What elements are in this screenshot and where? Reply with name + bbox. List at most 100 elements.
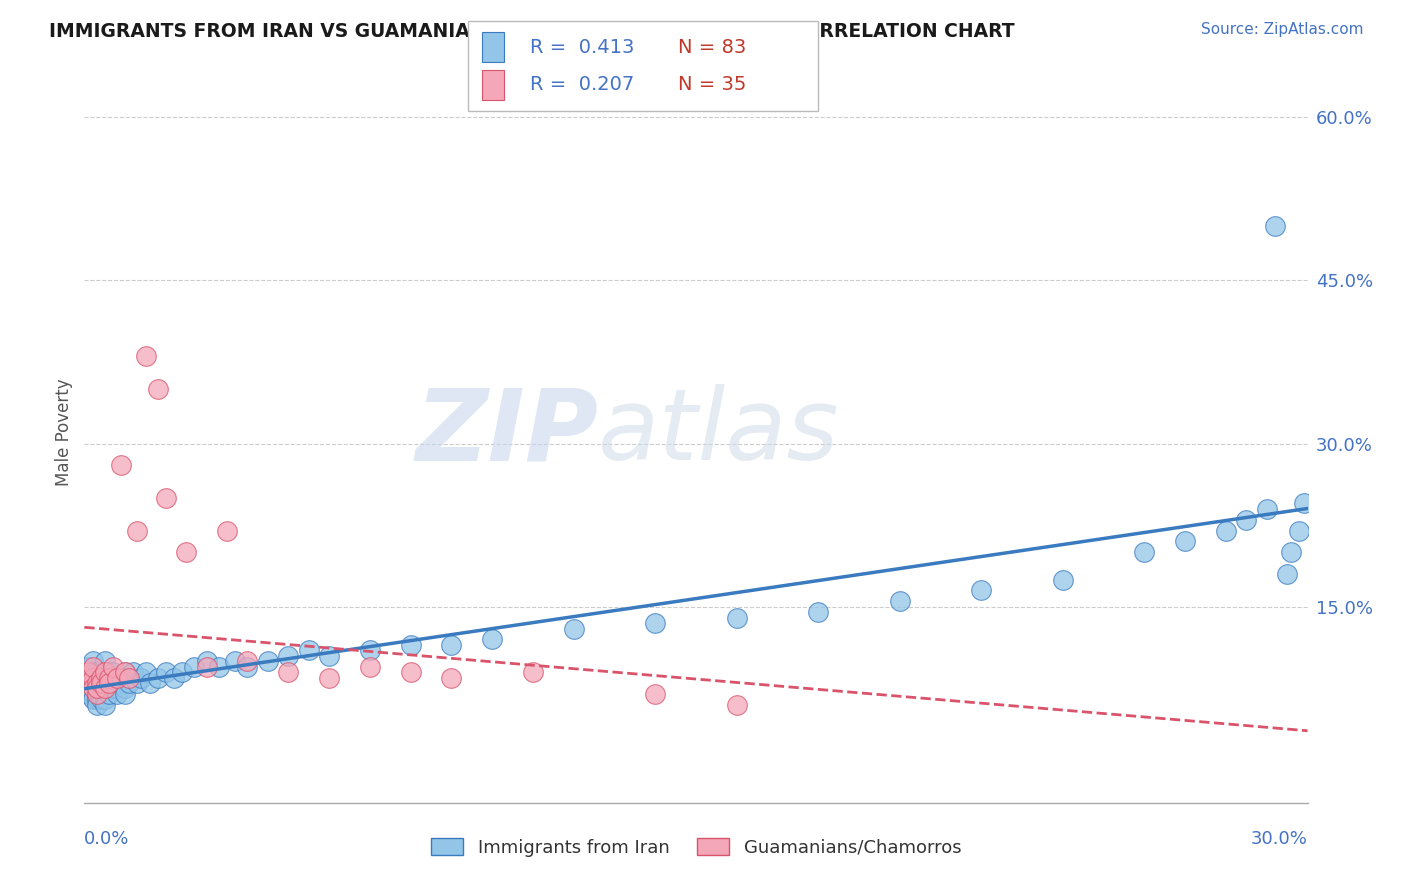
Point [90, 671, 112, 685]
Text: R =  0.413: R = 0.413 [530, 37, 634, 57]
Point [90, 687, 112, 701]
Point [1277, 567, 1299, 582]
Point [359, 659, 381, 673]
Point [82, 671, 104, 685]
Point [90, 665, 112, 680]
Point [86, 681, 108, 696]
Point [90, 676, 112, 690]
Text: R =  0.207: R = 0.207 [530, 75, 634, 95]
Point [93, 681, 115, 696]
Point [1052, 573, 1074, 587]
Point [359, 643, 381, 657]
Point [86, 676, 108, 690]
Point [889, 594, 911, 608]
Text: Source: ZipAtlas.com: Source: ZipAtlas.com [1201, 22, 1364, 37]
Point [82, 665, 104, 680]
Point [127, 524, 149, 538]
Point [174, 545, 197, 559]
Point [644, 616, 666, 631]
Point [1174, 534, 1197, 549]
Text: atlas: atlas [598, 384, 839, 481]
Point [1264, 219, 1286, 233]
Point [195, 654, 218, 668]
Point [82, 687, 104, 701]
Point [110, 676, 132, 690]
Point [114, 665, 136, 680]
Point [97, 671, 120, 685]
Point [105, 671, 128, 685]
Point [217, 524, 239, 538]
Point [77, 687, 100, 701]
Point [135, 350, 157, 364]
Text: 30.0%: 30.0% [1251, 830, 1308, 848]
Point [93, 676, 115, 690]
Point [172, 665, 194, 680]
Text: IMMIGRANTS FROM IRAN VS GUAMANIAN/CHAMORRO MALE POVERTY CORRELATION CHART: IMMIGRANTS FROM IRAN VS GUAMANIAN/CHAMOR… [49, 22, 1015, 41]
Point [118, 676, 141, 690]
Point [1133, 545, 1156, 559]
Point [86, 681, 108, 696]
Point [97, 687, 120, 701]
Point [114, 681, 136, 696]
Point [1279, 545, 1302, 559]
Point [236, 654, 259, 668]
Point [118, 671, 141, 685]
Point [105, 681, 128, 696]
Point [1292, 496, 1315, 510]
Point [93, 681, 115, 696]
Point [440, 638, 463, 652]
Point [82, 671, 104, 685]
Point [163, 671, 186, 685]
Point [86, 676, 108, 690]
Point [127, 676, 149, 690]
Point [93, 654, 115, 668]
Text: ZIP: ZIP [415, 384, 598, 481]
Point [97, 671, 120, 685]
Point [146, 382, 169, 396]
Point [97, 676, 120, 690]
Point [90, 676, 112, 690]
Point [195, 659, 218, 673]
Point [93, 687, 115, 701]
Point [1215, 524, 1237, 538]
Point [110, 671, 132, 685]
Point [86, 665, 108, 680]
Point [114, 687, 136, 701]
Point [131, 671, 153, 685]
Point [440, 671, 463, 685]
Point [82, 692, 104, 706]
Text: 0.0%: 0.0% [84, 830, 129, 848]
Point [725, 611, 748, 625]
Point [807, 605, 830, 619]
Point [101, 659, 124, 673]
Point [82, 654, 104, 668]
Point [183, 659, 205, 673]
Point [118, 671, 141, 685]
Legend: Immigrants from Iran, Guamanians/Chamorros: Immigrants from Iran, Guamanians/Chamorr… [423, 830, 969, 864]
Point [644, 687, 666, 701]
Point [1288, 524, 1310, 538]
Point [114, 665, 136, 680]
Point [82, 681, 104, 696]
Point [257, 654, 280, 668]
Point [101, 665, 124, 680]
Point [105, 671, 128, 685]
Point [399, 665, 422, 680]
Point [110, 458, 132, 473]
Point [155, 665, 177, 680]
Point [82, 659, 104, 673]
Point [146, 671, 169, 685]
Point [86, 671, 108, 685]
Point [101, 681, 124, 696]
Text: N = 83: N = 83 [678, 37, 747, 57]
Point [399, 638, 422, 652]
Point [208, 659, 231, 673]
Y-axis label: Male Poverty: Male Poverty [55, 379, 73, 486]
Point [93, 665, 115, 680]
Point [77, 665, 100, 680]
Point [725, 698, 748, 712]
Point [138, 676, 160, 690]
Point [122, 665, 145, 680]
Point [277, 648, 299, 663]
Point [86, 687, 108, 701]
